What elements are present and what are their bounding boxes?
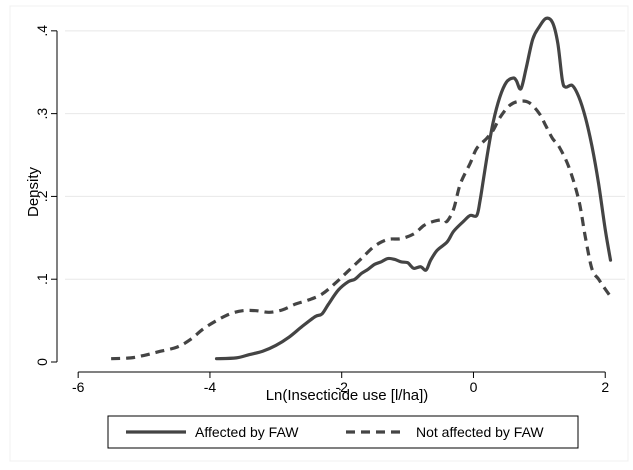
x-tick-label: 2 <box>601 379 609 395</box>
x-tick-label: 0 <box>470 379 478 395</box>
series-layer <box>111 16 614 361</box>
legend-label: Not affected by FAW <box>416 424 544 440</box>
plot-frame <box>9 5 629 462</box>
y-tick-label: .4 <box>34 25 50 37</box>
legend-label: Affected by FAW <box>195 424 299 440</box>
y-tick-label: .1 <box>34 273 50 285</box>
legend: Affected by FAW Not affected by FAW <box>107 415 579 449</box>
gridlines <box>65 30 625 280</box>
x-tick-label: -6 <box>72 379 85 395</box>
axes: -6 -4 -2 0 2 0 .1 .2 .3 .4 <box>34 25 609 395</box>
affected-by-faw-line <box>214 16 613 361</box>
y-tick-label: .3 <box>34 108 50 120</box>
x-tick-label: -4 <box>204 379 217 395</box>
x-tick-label: -2 <box>335 379 348 395</box>
y-tick-label: 0 <box>34 358 50 366</box>
not-affected-by-faw-line <box>111 99 614 361</box>
y-axis-label: Density <box>25 166 42 217</box>
y-tick-label: .2 <box>34 190 50 202</box>
x-axis-label: Ln(Insecticide use [l/ha]) <box>266 387 429 404</box>
legend-box <box>107 415 579 449</box>
